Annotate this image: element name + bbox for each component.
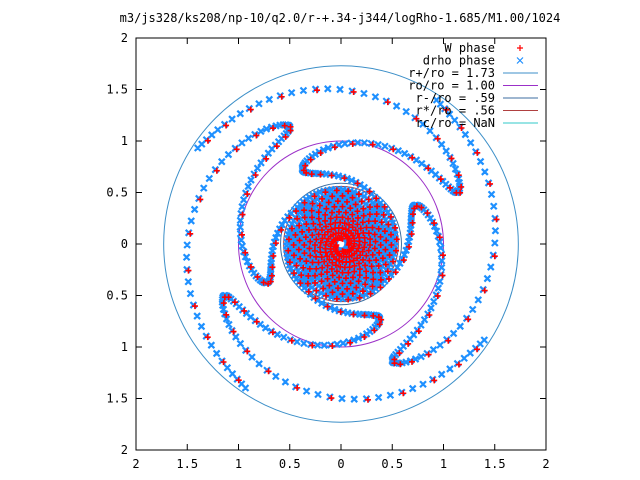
chart-title: m3/js328/ks208/np-10/q2.0/r-+.34-j344/lo…: [120, 11, 561, 25]
x-tick-label: 1: [235, 457, 242, 471]
x-tick-label: 1.5: [484, 457, 506, 471]
legend-label: r+/ro = 1.73: [408, 66, 495, 80]
legend-label: r*/ro = .56: [416, 104, 495, 118]
x-tick-label: 2: [542, 457, 549, 471]
y-tick-label: 2: [121, 443, 128, 457]
reference-circle: [238, 140, 444, 348]
w-phase-points: [185, 87, 500, 403]
y-tick-label: 0.5: [106, 186, 128, 200]
y-tick-label: 1.5: [106, 392, 128, 406]
y-tick-label: 0: [121, 237, 128, 251]
axis-ticks: 2 1.5 1 0.5 0 0.5 1 1.5 221.510.500.511.52: [106, 31, 549, 471]
legend-cross-marker: [516, 57, 524, 64]
x-tick-label: 1: [440, 457, 447, 471]
x-tick-label: 1.5: [176, 457, 198, 471]
legend-label: rc/ro = NaN: [416, 116, 495, 130]
drho-phase-points: [182, 85, 500, 403]
legend-label: r-/ro = .59: [416, 91, 495, 105]
y-tick-label: 1.5: [106, 83, 128, 97]
legend-label: ro/ro = 1.00: [408, 79, 495, 93]
y-tick-label: 2: [121, 31, 128, 45]
legend-plus-marker: [517, 45, 523, 51]
legend-label: drho phase: [423, 54, 495, 68]
y-tick-label: 1: [121, 340, 128, 354]
x-tick-label: 0.5: [279, 457, 301, 471]
x-tick-label: 2: [132, 457, 139, 471]
x-tick-label: 0.5: [381, 457, 403, 471]
phase-points: [182, 85, 500, 403]
y-tick-label: 0.5: [106, 289, 128, 303]
legend-label: W phase: [444, 41, 495, 55]
reference-circle: [163, 65, 519, 423]
y-tick-label: 1: [121, 134, 128, 148]
x-tick-label: 0: [337, 457, 344, 471]
reference-circle: [280, 182, 402, 306]
